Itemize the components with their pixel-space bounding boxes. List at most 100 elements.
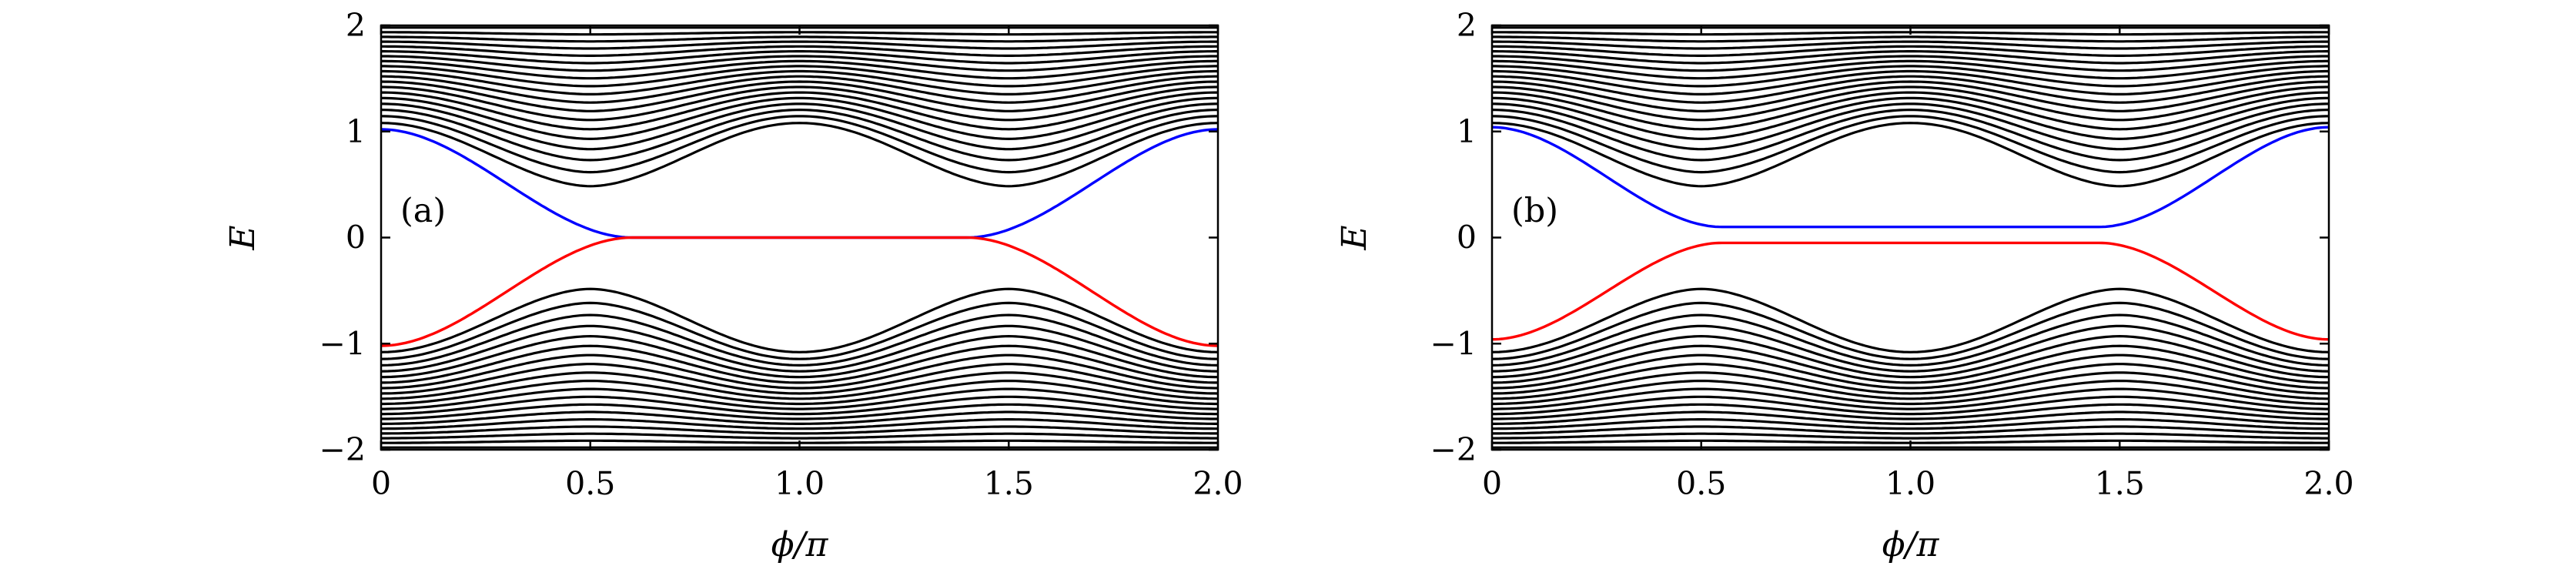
bulk-band-lower [1492,432,2329,440]
bulk-band-upper [1492,55,2329,72]
bulk-band-lower [1492,371,2329,400]
bulk-band-upper [381,96,1218,141]
bulk-band-upper [381,50,1218,65]
bulk-band-upper [1492,45,2329,57]
bulk-band-lower [381,418,1218,430]
bulk-band-lower [1492,353,2329,390]
bulk-band-upper [381,75,1218,104]
bulk-band-upper [1492,91,2329,131]
x-tick-label: 0.5 [1676,465,1726,502]
bulk-band-lower [381,344,1218,384]
x-tick-label: 2.0 [1193,465,1243,502]
x-tick-label: 1.0 [1885,465,1935,502]
bulk-band-upper [1492,59,2329,80]
bulk-band-upper [381,122,1218,188]
bulk-band-upper [1492,96,2329,141]
bulk-band-upper [381,40,1218,50]
x-tick-label: 0.5 [565,465,615,502]
bulk-band-lower [1492,344,2329,384]
bulk-band-lower [381,287,1218,353]
y-tick-label: −2 [1430,431,1477,468]
bulk-band-lower [381,313,1218,367]
y-tick-label: −1 [1430,325,1477,362]
bulk-band-upper [1492,108,2329,162]
bulk-band-lower [381,363,1218,395]
bulk-band-lower [381,353,1218,390]
bulk-band-lower [1492,395,2329,416]
x-tick-label: 1.5 [984,465,1034,502]
x-tick-label: 1.0 [774,465,825,502]
bulk-band-lower [1492,324,2329,373]
bulk-band-upper [1492,35,2329,43]
bulk-band-lower [381,432,1218,440]
y-axis-label: E [1335,225,1374,250]
y-tick-label: 2 [1457,7,1477,44]
bulk-band-upper [381,35,1218,43]
x-tick-label: 1.5 [2095,465,2145,502]
bulk-band-lower [381,395,1218,416]
y-tick-label: 1 [346,113,366,150]
y-tick-label: −1 [319,325,366,362]
bulk-band-upper [1492,122,2329,188]
x-tick-label: 0 [1482,465,1502,502]
x-axis-label: ϕ/π [771,525,829,564]
edge-mode-upper [381,128,1218,239]
bulk-band-lower [1492,287,2329,353]
y-tick-label: 0 [346,219,366,256]
bulk-band-upper [1492,102,2329,151]
edge-mode-lower [381,236,1218,347]
axes-frame [1490,24,2330,451]
x-tick-label: 2.0 [2303,465,2354,502]
edge-mode-upper [1492,126,2329,229]
bulk-band-upper [381,102,1218,151]
bulk-band-upper [1492,50,2329,65]
bulk-band-lower [381,324,1218,373]
bulk-band-upper [381,85,1218,122]
bulk-band-upper [381,59,1218,80]
y-tick-label: 1 [1457,113,1477,150]
bulk-band-lower [1492,387,2329,410]
y-tick-label: 2 [346,7,366,44]
x-axis-label: ϕ/π [1882,525,1940,564]
bulk-band-lower [381,301,1218,360]
panel-b: 0 0.5 1.0 1.5 2.0 −2 −1 0 1 2 ϕ/π E (b) [1335,7,2354,564]
x-tick-label: 0 [371,465,391,502]
bulk-band-lower [1492,363,2329,395]
bulk-band-upper [1492,69,2329,95]
bulk-band-upper [1492,40,2329,50]
curves [1492,26,2329,449]
bulk-band-lower [381,334,1218,379]
bulk-band-lower [1492,334,2329,379]
bulk-band-lower [381,371,1218,400]
bulk-band-lower [381,403,1218,420]
bulk-band-lower [381,380,1218,406]
bulk-band-lower [1492,301,2329,360]
bulk-band-lower [1492,380,2329,406]
bulk-band-upper [381,45,1218,57]
bulk-band-upper [381,80,1218,112]
bulk-band-lower [1492,418,2329,430]
bulk-band-upper [381,65,1218,88]
bulk-band-lower [381,387,1218,410]
edge-mode-lower [1492,241,2329,341]
bulk-band-upper [1492,75,2329,104]
bulk-band-upper [1492,65,2329,88]
bulk-band-upper [1492,80,2329,112]
bulk-band-lower [1492,410,2329,425]
bulk-band-upper [381,108,1218,162]
bulk-band-upper [381,115,1218,174]
bulk-band-lower [1492,403,2329,420]
y-tick-label: 0 [1457,219,1477,256]
y-axis-label: E [223,225,263,250]
bulk-band-upper [381,91,1218,131]
bulk-band-upper [1492,85,2329,122]
bulk-band-lower [381,410,1218,425]
bulk-band-lower [1492,425,2329,435]
curves [381,26,1218,449]
bulk-band-lower [381,425,1218,435]
panel-label: (a) [400,192,446,230]
bulk-band-lower [1492,313,2329,367]
bulk-band-upper [381,55,1218,72]
bulk-band-upper [381,69,1218,95]
